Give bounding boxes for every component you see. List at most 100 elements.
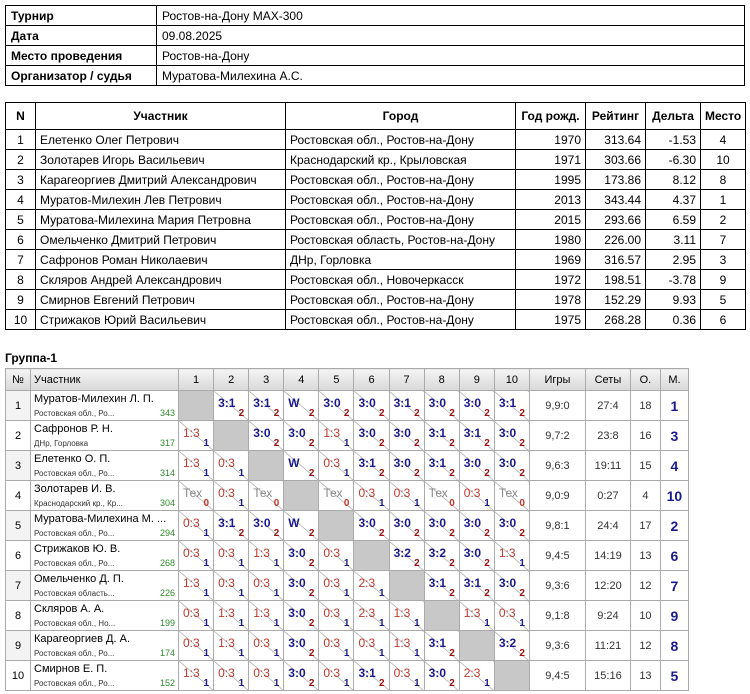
result-cell: 3:0 2 bbox=[458, 450, 495, 481]
player-cell: Сафронов Р. Н. ДНр, Горловка 317 bbox=[30, 420, 179, 451]
place: 6 bbox=[659, 540, 689, 571]
match-points: 1 bbox=[203, 438, 210, 449]
match-score: 0:3 bbox=[253, 666, 270, 680]
result-cell: 1:3 1 bbox=[458, 600, 495, 631]
match-score: 3:0 bbox=[358, 396, 376, 410]
birth-year: 1995 bbox=[515, 169, 586, 190]
city: Ростовская обл., Ростов-на-Дону bbox=[285, 129, 516, 150]
result-cell: 0:3 1 bbox=[177, 510, 215, 541]
rating: 198.51 bbox=[585, 269, 646, 290]
match-points: 1 bbox=[343, 678, 350, 689]
city: Ростовская обл., Ростов-на-Дону bbox=[285, 189, 516, 210]
match-score: 3:0 bbox=[253, 516, 271, 530]
column-header: 9 bbox=[458, 368, 495, 391]
points: 4 bbox=[629, 480, 661, 511]
match-score: 3:1 bbox=[393, 396, 411, 410]
match-score: 0:3 bbox=[183, 546, 200, 560]
match-score: 1:3 bbox=[323, 426, 341, 440]
match-score: 0:3 bbox=[358, 486, 376, 500]
player-name: Скляров Андрей Александрович bbox=[35, 269, 286, 290]
column-header: Город bbox=[285, 102, 516, 130]
row-number: 2 bbox=[5, 420, 31, 451]
match-score: 1:3 bbox=[393, 636, 411, 650]
result-cell: 0:3 1 bbox=[213, 570, 250, 601]
player-cell: Золотарев И. В. Краснодарский кр., Кр... 3… bbox=[30, 480, 179, 511]
match-points: 2 bbox=[379, 528, 385, 539]
match-points: 1 bbox=[414, 618, 420, 629]
info-table: Турнир Ростов-на-Дону MAX-300 Дата 09.08.20… bbox=[5, 5, 745, 86]
result-cell: 3:0 2 bbox=[388, 450, 425, 481]
player-name: Муратов-Милехин Лев Петрович bbox=[35, 189, 286, 210]
result-cell: 0:3 1 bbox=[353, 480, 390, 511]
delta: 4.37 bbox=[645, 189, 701, 210]
result-cell: 3:0 2 bbox=[388, 510, 425, 541]
info-label: Место проведения bbox=[5, 45, 157, 66]
info-label: Дата bbox=[5, 25, 157, 46]
delta: 2.95 bbox=[645, 249, 701, 270]
match-points: 1 bbox=[238, 498, 245, 509]
player-name: Муратова-Милехина М. ... bbox=[34, 513, 167, 525]
player-name: Омельченко Дмитрий Петрович bbox=[35, 229, 286, 250]
match-points: 2 bbox=[308, 408, 315, 419]
player-name: Скляров А. А. bbox=[34, 603, 105, 615]
player-name: Стрижаков Юрий Васильевич bbox=[35, 309, 286, 330]
match-points: 2 bbox=[519, 438, 525, 449]
group-row: 6 Стрижаков Ю. В. Ростовская обл., Ро... 26… bbox=[5, 540, 689, 571]
info-value: Ростов-на-Дону bbox=[156, 45, 745, 66]
row-number: 7 bbox=[5, 249, 36, 270]
match-points: 2 bbox=[484, 408, 490, 419]
match-points: 2 bbox=[449, 408, 455, 419]
player-cell: Омельченко Д. П. Ростовская область... 226 bbox=[30, 570, 179, 601]
points: 10 bbox=[629, 600, 661, 631]
match-score: 2:3 bbox=[358, 606, 376, 620]
city: Краснодарский кр., Крыловская bbox=[285, 149, 516, 170]
match-points: 2 bbox=[519, 528, 525, 539]
match-score: Тех bbox=[253, 486, 273, 500]
player-row: 2 Золотарев Игорь Васильевич Краснодарский… bbox=[5, 149, 746, 170]
player-name: Карагеоргиев Д. А. bbox=[34, 633, 131, 645]
match-points: 2 bbox=[379, 678, 385, 689]
city: Ростовская обл., Ростов-на-Дону bbox=[285, 289, 516, 310]
result-cell: 3:0 2 bbox=[283, 540, 320, 571]
match-score: 2:3 bbox=[463, 666, 481, 680]
match-points: 2 bbox=[343, 408, 350, 419]
player-name: Карагеоргиев Дмитрий Александрович bbox=[35, 169, 286, 190]
match-score: 3:1 bbox=[428, 636, 446, 650]
place: 9 bbox=[659, 600, 689, 631]
match-points: 2 bbox=[449, 558, 455, 569]
column-header: 8 bbox=[423, 368, 460, 391]
match-points: 2 bbox=[273, 528, 280, 539]
games: 9,0:9 bbox=[528, 480, 586, 511]
row-number: 8 bbox=[5, 600, 31, 631]
result-cell: Тех 0 bbox=[493, 480, 530, 511]
delta: 8.12 bbox=[645, 169, 701, 190]
match-points: 2 bbox=[449, 468, 455, 479]
match-score: Тех bbox=[498, 486, 518, 500]
column-header: Место bbox=[700, 102, 746, 130]
column-header: № bbox=[5, 368, 31, 391]
match-score: 3:1 bbox=[218, 516, 236, 530]
group-row: 3 Елетенко О. П. Ростовская обл., Ро... 314… bbox=[5, 450, 689, 481]
info-value: Ростов-на-Дону MAX-300 bbox=[156, 5, 745, 26]
match-points: 2 bbox=[414, 528, 420, 539]
player-name: Омельченко Д. П. bbox=[34, 573, 124, 585]
group-row: 1 Муратов-Милехин Л. П. Ростовская обл., Р… bbox=[5, 390, 689, 421]
match-points: 1 bbox=[484, 618, 490, 629]
match-points: 2 bbox=[449, 648, 455, 659]
match-points: 2 bbox=[449, 678, 455, 689]
player-city: Ростовская обл., Ро... bbox=[34, 469, 115, 478]
match-score: 3:0 bbox=[498, 516, 517, 530]
column-header: Игры bbox=[528, 368, 586, 391]
match-points: 1 bbox=[519, 558, 525, 569]
sets: 14:19 bbox=[584, 540, 631, 571]
match-points: 2 bbox=[379, 438, 385, 449]
row-number: 2 bbox=[5, 149, 36, 170]
match-score: 0:3 bbox=[253, 576, 270, 590]
match-score: 0:3 bbox=[323, 546, 341, 560]
place: 4 bbox=[700, 129, 746, 150]
result-cell: 3:0 2 bbox=[248, 420, 285, 451]
delta: 3.11 bbox=[645, 229, 701, 250]
